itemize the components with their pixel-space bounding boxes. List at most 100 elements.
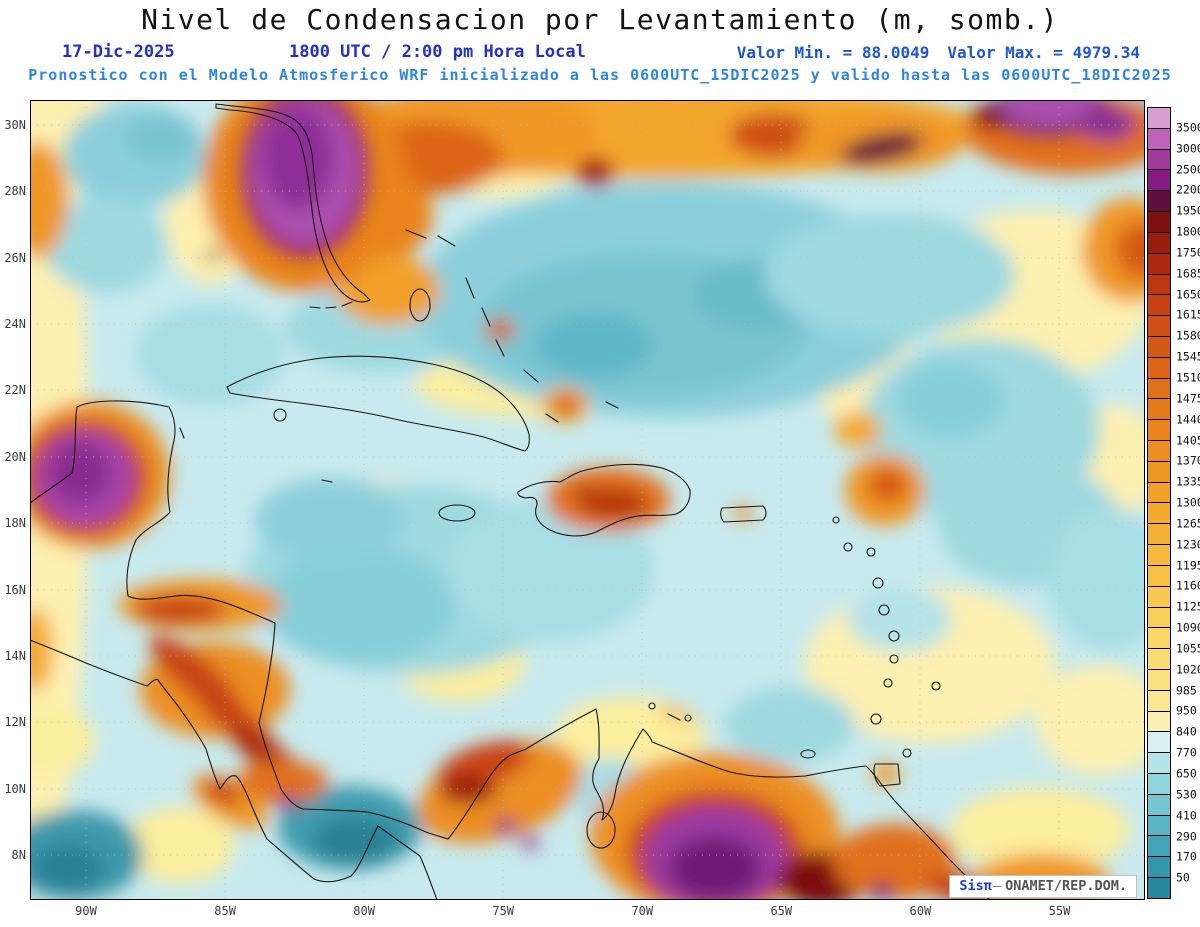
watermark-brand: Sisπ [959, 878, 992, 894]
colorbar-segment [1148, 503, 1170, 525]
x-axis-tick-label: 65W [770, 904, 793, 918]
watermark: Sisπ— ONAMET/REP.DOM. [949, 875, 1137, 898]
colorbar-segment [1148, 108, 1170, 129]
colorbar-tick-label: 1125 [1176, 599, 1200, 614]
colorbar-segment [1148, 586, 1170, 608]
colorbar-tick-label: 950 [1176, 703, 1197, 718]
colorbar-segment [1148, 774, 1170, 795]
x-axis-tick-label: 75W [492, 904, 515, 918]
colorbar-segment [1148, 545, 1170, 566]
colorbar-tick-label: 50 [1176, 870, 1190, 885]
colorbar-segment [1148, 336, 1170, 358]
valid-date: 17-Dic-2025 [62, 42, 175, 62]
colorbar-segment [1148, 128, 1170, 150]
page-title: Nivel de Condensacion por Levantamiento … [141, 3, 1059, 36]
colorbar-wrap: 3500 3000 2500 2200 1950 1800 1750 1685 1650 1615… [1147, 107, 1200, 899]
colorbar-segment [1148, 420, 1170, 441]
minmax-values: Valor Min. = 88.0049 Valor Max. = 4979.34 [719, 43, 1140, 62]
x-axis-tick-label: 90W [75, 904, 97, 918]
colorbar-tick-label: 1265 [1176, 516, 1200, 531]
x-axis-tick-label: 55W [1048, 904, 1071, 918]
colorbar-tick-label: 3000 [1176, 140, 1200, 155]
colorbar-tick-label: 1475 [1176, 391, 1200, 406]
x-axis-tick-label: 85W [214, 904, 236, 918]
colorbar-segment [1148, 794, 1170, 816]
colorbar-tick-label: 1800 [1176, 224, 1200, 239]
forecast-note: Pronostico con el Modelo Atmosferico WRF… [28, 66, 1172, 84]
colorbar-segment [1148, 170, 1170, 192]
colorbar-segment [1148, 732, 1170, 754]
colorbar-segment [1148, 253, 1170, 275]
y-axis-tick-label: 24N [4, 317, 26, 332]
colorbar-segment [1148, 232, 1170, 254]
colorbar-segment [1148, 565, 1170, 587]
colorbar-tick-label: 1950 [1176, 203, 1200, 218]
colorbar-segment [1148, 878, 1170, 898]
y-axis-tick-label: 14N [4, 648, 26, 663]
colorbar-tick-label: 1545 [1176, 349, 1200, 364]
colorbar-tick-label: 3500 [1176, 120, 1200, 135]
y-axis-tick-label: 18N [4, 516, 26, 531]
y-axis-tick-label: 16N [4, 582, 26, 597]
y-axis-tick-label: 20N [4, 449, 26, 464]
colorbar-tick-label: 1195 [1176, 557, 1200, 572]
colorbar-tick-label: 1685 [1176, 265, 1200, 280]
colorbar-tick-label: 170 [1176, 849, 1197, 864]
value-min-label: Valor Min. = 88.0049 [736, 43, 930, 62]
colorbar-tick-label: 530 [1176, 787, 1197, 802]
colorbar-segment [1148, 815, 1170, 837]
watermark-separator: — [992, 878, 1002, 894]
y-axis-tick-label: 10N [4, 781, 26, 796]
colorbar-tick-label: 770 [1176, 745, 1197, 760]
x-axis-tick-label: 60W [909, 904, 932, 918]
colorbar-segment [1148, 482, 1170, 504]
colorbar-tick-label: 1750 [1176, 245, 1200, 260]
colorbar-tick-label: 1090 [1176, 620, 1200, 635]
colorbar-tick-label: 2500 [1176, 161, 1200, 176]
colorbar-tick-label: 1370 [1176, 453, 1200, 468]
y-axis-tick-label: 12N [4, 715, 26, 730]
colorbar-segment [1148, 399, 1170, 421]
colorbar-segment [1148, 212, 1170, 233]
colorbar-tick-label: 985 [1176, 682, 1197, 697]
value-max-label: Valor Max. = 4979.34 [947, 43, 1140, 62]
colorbar [1147, 107, 1171, 899]
x-axis-tick-label: 70W [631, 904, 654, 918]
colorbar-tick-label: 410 [1176, 807, 1197, 822]
colorbar-tick-label: 1510 [1176, 370, 1200, 385]
colorbar-tick-label: 1055 [1176, 641, 1200, 656]
colorbar-segment [1148, 711, 1170, 733]
map-area: Sisπ— ONAMET/REP.DOM. 30N 28N 26N 24N 22N 20N 1… [4, 100, 1145, 917]
colorbar-tick-label: 1335 [1176, 474, 1200, 489]
watermark-org: ONAMET/REP.DOM. [1005, 878, 1127, 894]
colorbar-tick-label: 840 [1176, 724, 1197, 739]
field-shading [30, 100, 1145, 900]
header-line: 17-Dic-2025 1800 UTC / 2:00 pm Hora Loca… [0, 42, 1200, 64]
colorbar-segment [1148, 295, 1170, 317]
colorbar-segment [1148, 524, 1170, 546]
colorbar-segment [1148, 274, 1170, 296]
colorbar-tick-label: 1300 [1176, 495, 1200, 510]
colorbar-segment [1148, 149, 1170, 171]
colorbar-segment [1148, 669, 1170, 691]
colorbar-tick-label: 1160 [1176, 578, 1200, 593]
colorbar-segment [1148, 649, 1170, 670]
colorbar-tick-label: 1405 [1176, 432, 1200, 447]
y-axis-tick-label: 26N [4, 250, 26, 265]
colorbar-tick-label: 1020 [1176, 661, 1200, 676]
colorbar-segment [1148, 357, 1170, 379]
colorbar-segment [1148, 316, 1170, 337]
colorbar-segment [1148, 441, 1170, 462]
colorbar-segment [1148, 857, 1170, 879]
y-axis-tick-label: 30N [4, 118, 26, 132]
colorbar-segment [1148, 836, 1170, 858]
colorbar-segment [1148, 607, 1170, 629]
colorbar-tick-label: 1230 [1176, 536, 1200, 551]
colorbar-segment [1148, 461, 1170, 483]
colorbar-tick-label: 1440 [1176, 411, 1200, 426]
y-axis-tick-label: 22N [4, 383, 26, 398]
colorbar-segment [1148, 753, 1170, 774]
map-canvas [30, 100, 1145, 900]
colorbar-tick-label: 650 [1176, 766, 1197, 781]
